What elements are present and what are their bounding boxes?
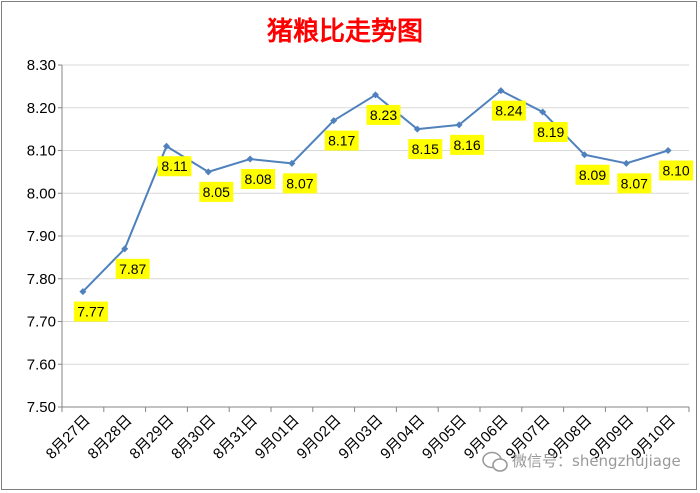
x-tick-label: 9月04日 bbox=[377, 412, 428, 463]
data-label-text: 8.17 bbox=[328, 133, 355, 149]
data-point bbox=[664, 147, 672, 154]
data-label-text: 8.24 bbox=[495, 103, 522, 119]
x-tick-label: 8月28日 bbox=[85, 412, 136, 463]
data-point bbox=[539, 108, 547, 116]
data-label-text: 8.05 bbox=[203, 184, 230, 200]
x-tick-label: 8月31日 bbox=[210, 412, 261, 463]
data-label: 8.24 bbox=[491, 100, 526, 121]
data-label: 8.08 bbox=[241, 169, 276, 190]
y-tick-label: 7.70 bbox=[27, 314, 56, 331]
data-label: 8.09 bbox=[575, 164, 610, 185]
data-label-bg bbox=[324, 130, 359, 151]
data-label-bg bbox=[157, 156, 192, 177]
y-tick-label: 7.60 bbox=[27, 356, 56, 373]
y-axis-ticks: 7.50 7.60 7.70 7.80 7.90 8.00 8.10 8.20 8.30 bbox=[27, 57, 56, 416]
data-label-bg bbox=[533, 122, 568, 143]
data-label-text: 8.23 bbox=[370, 107, 397, 123]
data-label-bg bbox=[115, 258, 150, 279]
data-point bbox=[372, 91, 379, 99]
axes bbox=[58, 64, 690, 412]
x-tick-label: 8月29日 bbox=[126, 412, 177, 463]
data-label: 8.07 bbox=[282, 173, 317, 194]
data-point bbox=[204, 168, 212, 176]
data-label: 8.07 bbox=[617, 173, 652, 194]
data-label-bg bbox=[282, 173, 317, 194]
data-label: 8.19 bbox=[533, 122, 568, 143]
wechat-icon bbox=[482, 451, 508, 472]
data-point bbox=[455, 121, 463, 129]
data-label: 8.16 bbox=[450, 134, 485, 155]
data-label-bg bbox=[241, 169, 276, 190]
y-tick-label: 7.80 bbox=[27, 271, 56, 288]
data-label-text: 8.09 bbox=[579, 167, 606, 183]
x-tick-label: 8月27日 bbox=[43, 412, 94, 463]
y-tick-label: 8.30 bbox=[27, 57, 56, 74]
data-label-text: 8.15 bbox=[412, 141, 439, 157]
data-point bbox=[330, 117, 338, 125]
data-label-text: 7.77 bbox=[77, 304, 104, 320]
data-label-text: 8.11 bbox=[161, 158, 187, 174]
y-tick-label: 8.00 bbox=[27, 185, 56, 202]
data-label: 7.87 bbox=[115, 258, 150, 279]
data-label-text: 8.07 bbox=[621, 175, 648, 191]
data-point bbox=[622, 159, 630, 167]
x-tick-label: 9月02日 bbox=[294, 412, 345, 463]
data-label-bg bbox=[450, 134, 485, 155]
data-label: 8.10 bbox=[659, 160, 694, 181]
data-point bbox=[581, 151, 588, 159]
data-label: 8.15 bbox=[408, 139, 443, 160]
data-label: 7.77 bbox=[73, 301, 108, 322]
data-point bbox=[246, 155, 254, 163]
watermark-text: 微信号：shengzhujiage bbox=[512, 452, 681, 470]
data-label-text: 8.16 bbox=[453, 137, 480, 153]
x-tick-label: 9月01日 bbox=[252, 412, 303, 463]
data-label-text: 7.87 bbox=[119, 261, 146, 277]
data-point bbox=[121, 245, 129, 253]
x-tick-label: 9月03日 bbox=[335, 412, 386, 463]
watermark: 微信号：shengzhujiage bbox=[482, 451, 681, 472]
data-label-bg bbox=[408, 139, 443, 160]
data-label-text: 8.10 bbox=[662, 163, 689, 179]
data-point bbox=[163, 142, 170, 150]
data-labels: 7.77 7.87 8.11 8.05 8.08 8.07 8.17 8.23 8.15 8.16… bbox=[73, 100, 694, 322]
data-point bbox=[79, 288, 87, 296]
y-tick-label: 8.10 bbox=[27, 143, 56, 160]
data-label-bg bbox=[199, 181, 234, 202]
data-point bbox=[413, 125, 421, 133]
data-label-bg bbox=[366, 104, 401, 125]
data-point bbox=[288, 159, 296, 167]
data-label-bg bbox=[617, 173, 652, 194]
chart-title: 猪粮比走势图 bbox=[267, 16, 423, 47]
y-tick-label: 7.50 bbox=[27, 399, 56, 416]
data-label-text: 8.08 bbox=[244, 171, 271, 187]
data-label-bg bbox=[73, 301, 108, 322]
y-tick-label: 8.20 bbox=[27, 100, 56, 117]
x-tick-label: 9月05日 bbox=[419, 412, 470, 463]
x-tick-label: 8月30日 bbox=[168, 412, 219, 463]
y-tick-label: 7.90 bbox=[27, 228, 56, 245]
data-label-bg bbox=[491, 100, 526, 121]
data-point bbox=[497, 87, 505, 95]
data-label-bg bbox=[575, 164, 610, 185]
data-label: 8.05 bbox=[199, 181, 234, 202]
data-label-text: 8.19 bbox=[537, 124, 564, 140]
data-label: 8.11 bbox=[157, 156, 192, 177]
gridlines bbox=[62, 64, 689, 365]
data-label: 8.17 bbox=[324, 130, 359, 151]
series-line bbox=[79, 87, 672, 296]
data-label-bg bbox=[659, 160, 694, 181]
data-label: 8.23 bbox=[366, 104, 401, 125]
data-label-text: 8.07 bbox=[286, 175, 313, 191]
